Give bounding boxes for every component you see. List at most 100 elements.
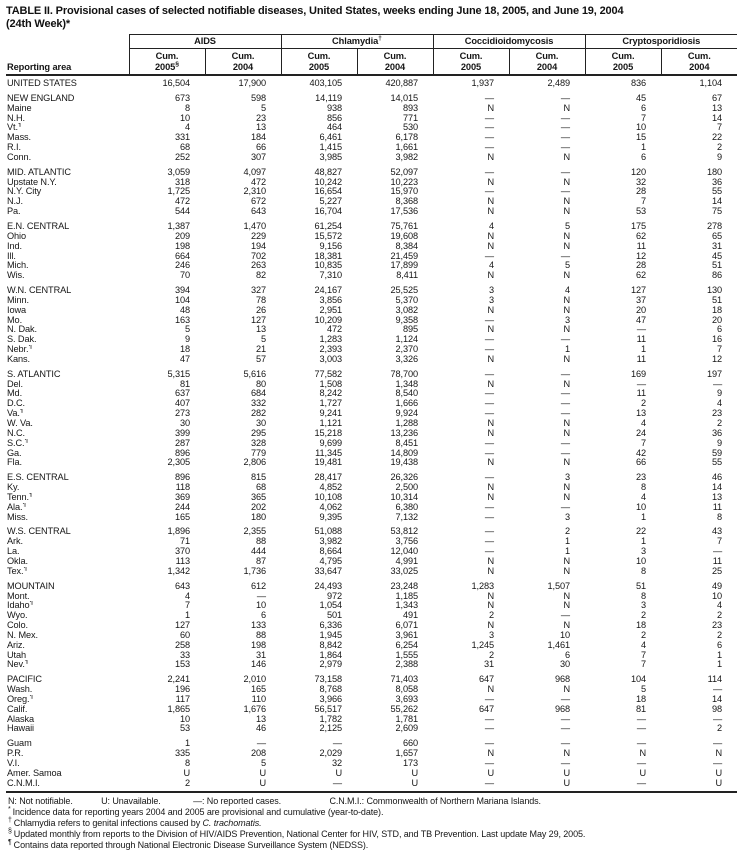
value-cell: U xyxy=(487,767,494,778)
value-cell: 14 xyxy=(712,112,723,123)
value-cell: 120 xyxy=(630,166,647,177)
reporting-area-cell: S.C.¶ xyxy=(7,438,29,448)
value-cell: — xyxy=(484,186,494,197)
value-cell: 67 xyxy=(712,92,723,103)
value-cell: 420,887 xyxy=(385,78,418,88)
value-cell: 8,540 xyxy=(395,388,419,399)
value-cell: 672 xyxy=(250,196,266,207)
value-cell: 9,358 xyxy=(395,314,419,325)
reporting-area-cell: N.Y. City xyxy=(7,187,42,197)
value-cell: 198 xyxy=(174,240,190,251)
value-cell: N xyxy=(563,304,571,315)
value-cell: 32 xyxy=(635,176,647,187)
value-cell: — xyxy=(484,250,494,261)
value-cell: 60 xyxy=(179,629,190,640)
value-cell: 9,156 xyxy=(319,240,343,251)
table-row: Ala.¶ 244 202 4,062 6,380 — — 10 11 xyxy=(6,502,737,513)
value-cell: 78 xyxy=(255,294,266,305)
value-cell: 9 xyxy=(717,437,723,448)
column-group-cryptosporidiosis: Cryptosporidiosis xyxy=(584,34,738,49)
value-cell: — xyxy=(484,334,494,345)
value-cell: 2,806 xyxy=(243,457,267,468)
value-cell: — xyxy=(560,723,571,734)
value-cell: — xyxy=(560,122,571,133)
value-cell: 5,616 xyxy=(243,368,267,379)
value-cell: 6,336 xyxy=(319,620,343,631)
table-row: S. Dak. 9 5 1,283 1,124 — — 11 16 xyxy=(6,334,737,345)
value-cell: 9,241 xyxy=(319,408,343,419)
value-cell: 472 xyxy=(174,196,190,207)
value-cell: N xyxy=(487,378,494,389)
value-cell: 1 xyxy=(717,659,723,670)
value-cell: 10 xyxy=(179,713,190,724)
value-cell: 5 xyxy=(260,102,266,113)
value-cell: 307 xyxy=(250,151,266,162)
value-cell: 13 xyxy=(255,713,266,724)
value-cell: 10 xyxy=(179,112,190,123)
value-cell: 163 xyxy=(174,314,190,325)
value-cell: 153 xyxy=(174,659,190,670)
value-cell: 19,608 xyxy=(390,230,418,241)
value-cell: N xyxy=(487,353,494,364)
table-title: TABLE II. Provisional cases of selected … xyxy=(6,5,734,30)
value-cell: — xyxy=(484,738,494,749)
reporting-area-cell: Tenn.¶ xyxy=(7,492,33,502)
value-cell: 2,305 xyxy=(167,457,191,468)
value-cell: 1 xyxy=(641,142,647,153)
value-cell: 3 xyxy=(488,629,494,640)
value-cell: N xyxy=(487,600,494,611)
value-cell: 1,104 xyxy=(699,78,723,88)
reporting-area-cell: Conn. xyxy=(7,152,32,162)
table-row: N.Y. City 1,725 2,310 16,654 15,970 — — 28 55 xyxy=(6,187,737,197)
value-cell: — xyxy=(484,723,494,734)
value-cell: 12,040 xyxy=(390,546,418,557)
value-cell: 8,368 xyxy=(395,196,419,207)
reporting-area-cell: Ky. xyxy=(7,483,20,493)
reporting-area-cell: Md. xyxy=(7,389,23,399)
reporting-area-cell: Calif. xyxy=(7,704,28,714)
value-cell: N xyxy=(639,748,647,759)
value-cell: 3,982 xyxy=(395,151,419,162)
value-cell: 22 xyxy=(712,132,723,143)
value-cell: — xyxy=(484,758,494,768)
value-cell: 146 xyxy=(250,659,266,670)
table-row: N.C. 399 295 15,218 13,236 N N 24 36 xyxy=(6,428,737,439)
value-cell: 2 xyxy=(717,723,723,734)
value-cell: 1,555 xyxy=(395,649,419,660)
value-cell: 1,283 xyxy=(319,334,343,345)
value-cell: N xyxy=(563,378,571,389)
subcolumn-header-cum-2004: Cum. 2004 xyxy=(356,48,433,76)
value-cell: — xyxy=(560,186,571,197)
value-cell: 16 xyxy=(712,334,723,345)
value-cell: 133 xyxy=(250,620,266,631)
value-cell: — xyxy=(560,738,571,749)
value-cell: 10,108 xyxy=(314,491,342,502)
value-cell: 75,761 xyxy=(390,220,418,231)
value-cell: 4 xyxy=(641,491,647,502)
value-cell: 7 xyxy=(184,600,190,611)
table-row: Mass. 331 184 6,461 6,178 — — 15 22 xyxy=(6,132,737,143)
reporting-area-cell: Tex.¶ xyxy=(7,566,28,576)
value-cell: 647 xyxy=(478,703,494,714)
value-cell: 86 xyxy=(712,270,723,281)
value-cell: — xyxy=(712,684,723,695)
value-cell: 66 xyxy=(255,142,266,153)
reporting-area-cell: Idaho¶ xyxy=(7,601,34,611)
table-row: Ohio 209 229 15,572 19,608 N N 62 65 xyxy=(6,230,737,242)
value-cell: 23 xyxy=(255,112,266,123)
value-cell: 403,105 xyxy=(309,78,342,88)
table-row: Kans. 47 57 3,003 3,326 N N 11 12 xyxy=(6,353,737,365)
value-cell: U xyxy=(563,777,571,788)
value-cell: N xyxy=(487,240,494,251)
table-row: Wyo. 1 6 501 491 2 — 2 2 xyxy=(6,610,737,621)
value-cell: 1,896 xyxy=(167,526,191,537)
value-cell: — xyxy=(560,610,571,621)
value-cell: 30 xyxy=(559,659,571,670)
value-cell: N xyxy=(487,620,494,631)
value-cell: 45 xyxy=(635,92,647,103)
table-row: Fla. 2,305 2,806 19,481 19,438 N N 66 55 xyxy=(6,458,737,468)
reporting-area-cell: Ind. xyxy=(7,241,22,251)
value-cell: N xyxy=(563,565,571,576)
value-cell: 1,657 xyxy=(395,748,419,759)
value-cell: N xyxy=(487,196,494,207)
